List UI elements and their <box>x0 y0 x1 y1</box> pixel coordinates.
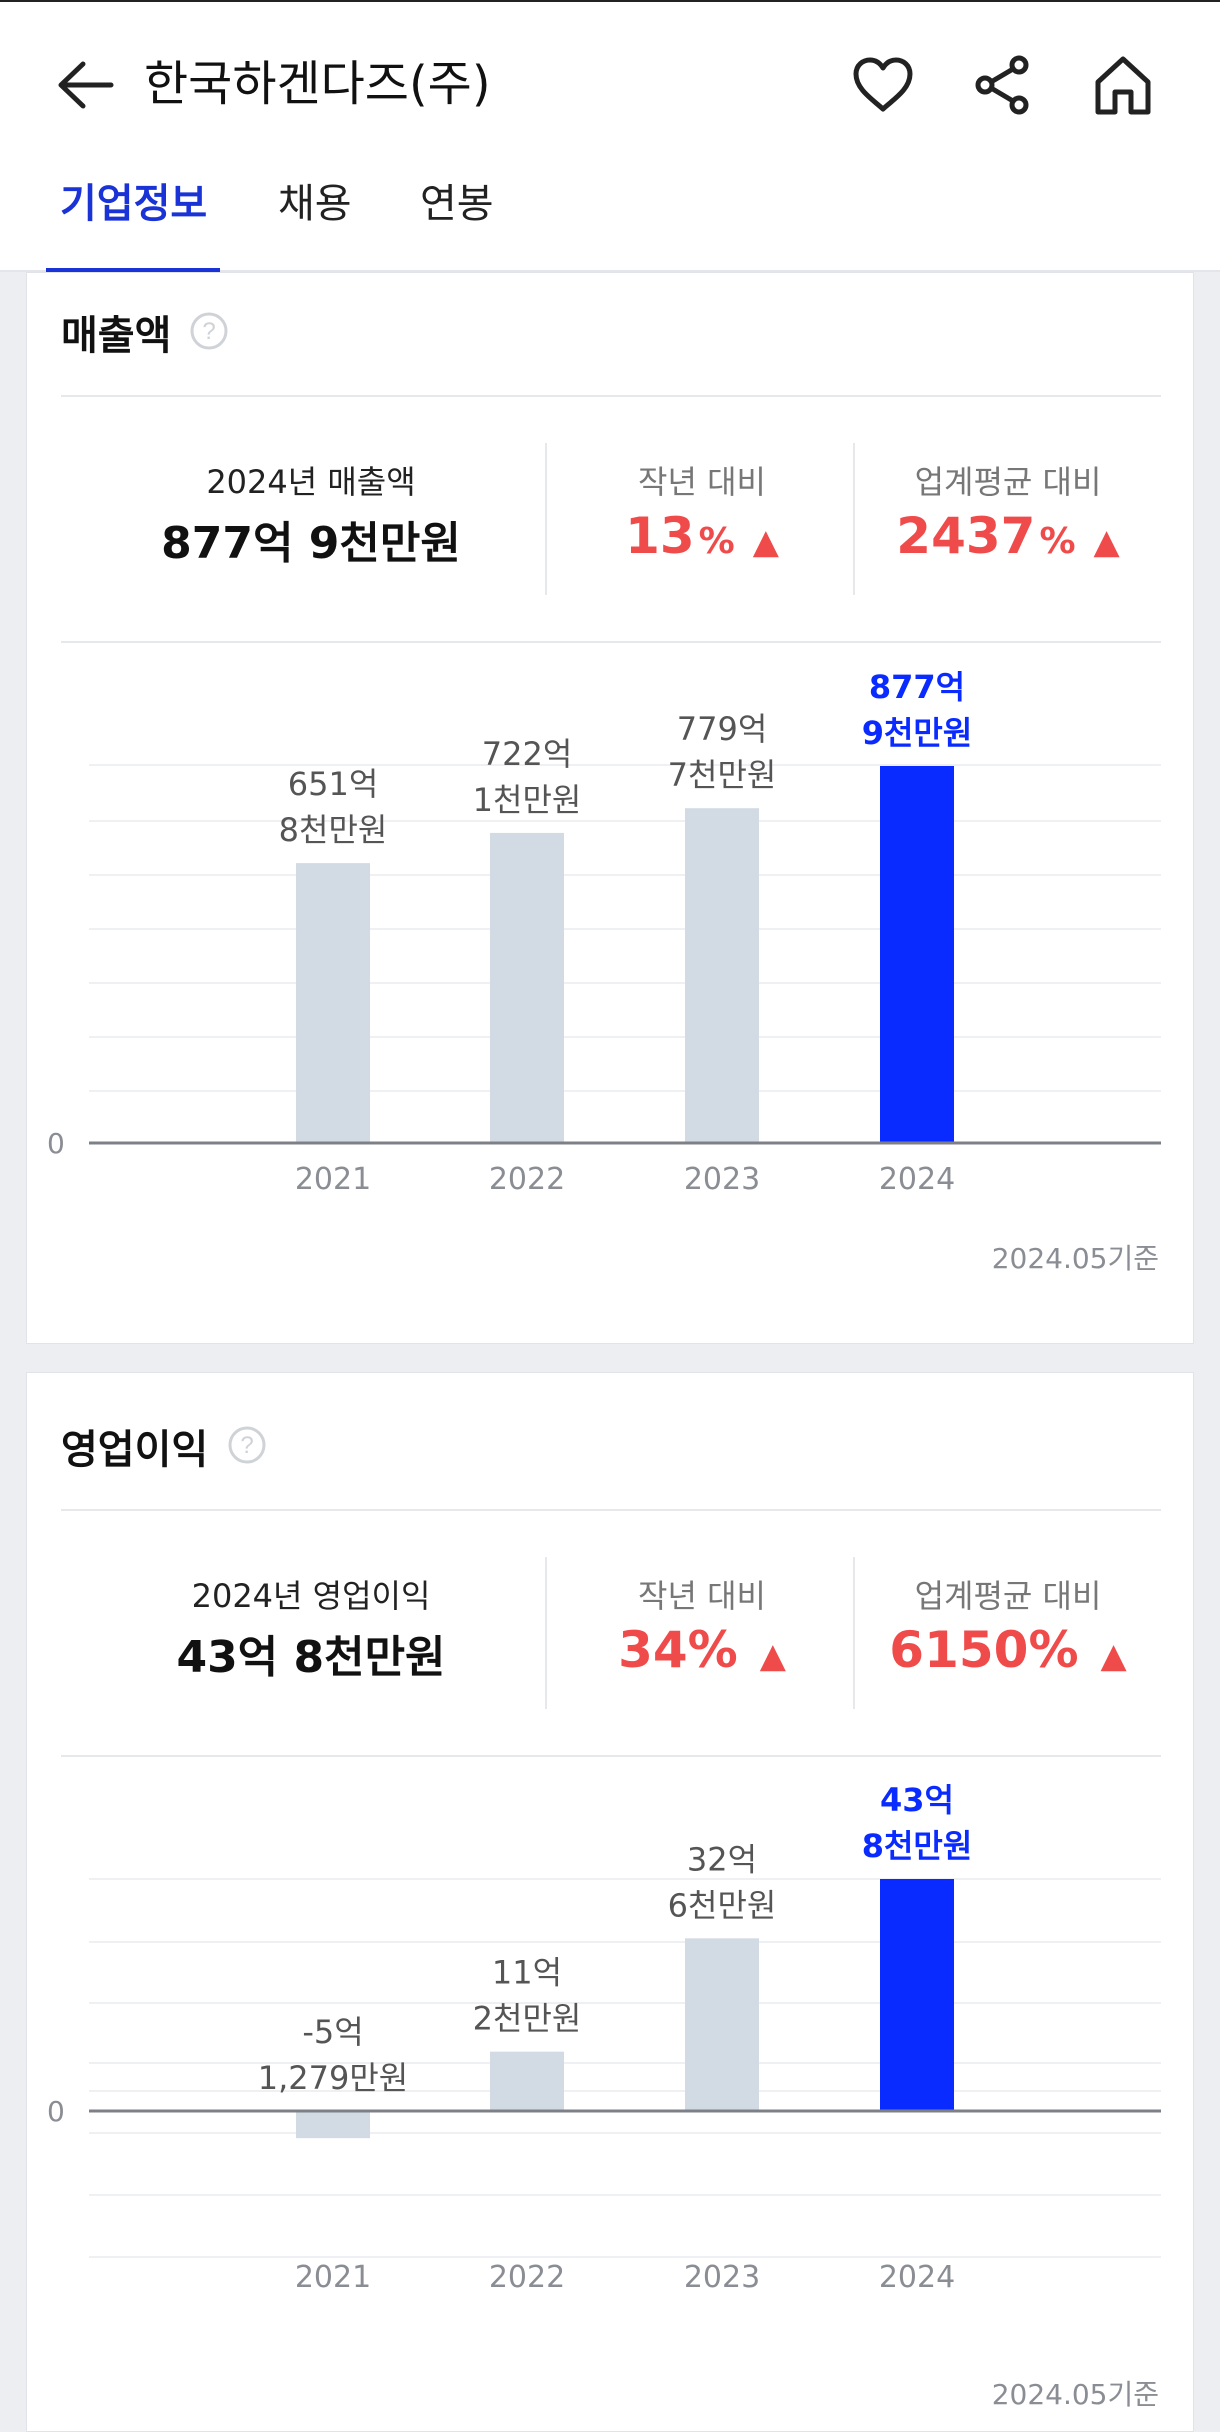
x-axis-tick-label: 2023 <box>684 1162 760 1197</box>
app-header: 한국하겐다즈(주) 기업정보 채용 연봉 <box>0 0 1220 272</box>
x-axis-tick-label: 2024 <box>879 1162 955 1197</box>
home-icon <box>1095 56 1151 115</box>
bar-value-label: 722억 <box>482 735 573 773</box>
x-axis-tick-label: 2021 <box>295 1162 371 1197</box>
page-title: 한국하겐다즈(주) <box>144 56 491 112</box>
share-button[interactable] <box>968 50 1038 120</box>
back-button[interactable] <box>50 50 120 120</box>
help-icon[interactable]: ? <box>189 311 229 351</box>
active-tab-indicator <box>46 268 220 272</box>
x-axis-tick-label: 2023 <box>684 2260 760 2295</box>
bar-2024 <box>880 1879 954 2111</box>
yoy-label: 작년 대비 <box>638 463 766 501</box>
yoy-value: 34% <box>618 1621 738 1679</box>
y-axis-zero-label: 0 <box>47 1127 65 1160</box>
divider <box>61 641 1161 643</box>
bar-2024 <box>880 766 954 1143</box>
svg-text:?: ? <box>240 1432 253 1459</box>
industry-label: 업계평균 대비 <box>914 463 1102 501</box>
bar-value-label: 7천만원 <box>668 756 777 794</box>
operating-profit-card: 영업이익 ? 2024년 영업이익 43억 8천만원 작년 대비 34% ▲ 업… <box>26 1372 1194 2432</box>
tab-salary[interactable]: 연봉 <box>420 181 494 227</box>
increase-arrow-icon: ▲ <box>1093 522 1120 562</box>
bar-value-label: 2천만원 <box>473 2000 582 2038</box>
heart-icon <box>853 57 913 112</box>
yoy-value: 13 <box>625 507 695 565</box>
bar-value-label: 1,279만원 <box>258 2059 409 2097</box>
divider <box>853 443 855 595</box>
bar-value-label: -5억 <box>302 2013 363 2051</box>
industry-value: 2437 <box>896 507 1036 565</box>
tab-company-info[interactable]: 기업정보 <box>60 181 208 227</box>
operating-stat-label: 2024년 영업이익 <box>191 1577 431 1615</box>
bar-value-label: 779억 <box>677 710 768 748</box>
x-axis-tick-label: 2021 <box>295 2260 371 2295</box>
bar-value-label: 11억 <box>492 1954 562 1992</box>
bar-2022 <box>490 2051 564 2111</box>
divider <box>61 395 1161 397</box>
bar-value-label: 6천만원 <box>668 1886 777 1924</box>
x-axis-tick-label: 2022 <box>489 1162 565 1197</box>
operating-profit-chart: -5억 1,279만원 2021 11억 2천만원 2022 32억 6천만원 2023 43억 8… <box>47 1781 1161 2295</box>
favorite-button[interactable] <box>848 50 918 120</box>
increase-arrow-icon: ▲ <box>1100 1636 1127 1676</box>
bar-2023 <box>685 1938 759 2111</box>
bar-2022 <box>490 832 564 1143</box>
divider <box>545 1557 547 1709</box>
tab-recruit[interactable]: 채용 <box>278 181 352 227</box>
data-basis-date: 2024.05기준 <box>991 2378 1159 2411</box>
bar-value-label: 877억 <box>869 668 965 706</box>
bar-2023 <box>685 808 759 1143</box>
back-arrow-icon <box>58 61 114 109</box>
divider <box>545 443 547 595</box>
yoy-change: 13 % ▲ <box>547 507 857 565</box>
operating-title: 영업이익 <box>61 1427 209 1473</box>
increase-arrow-icon: ▲ <box>759 1636 786 1676</box>
revenue-card: 매출액 ? 2024년 매출액 877억 9천만원 작년 대비 13 % ▲ 업… <box>26 272 1194 1344</box>
yoy-label: 작년 대비 <box>638 1577 766 1615</box>
x-axis-tick-label: 2024 <box>879 2260 955 2295</box>
x-axis-tick-label: 2022 <box>489 2260 565 2295</box>
help-icon[interactable]: ? <box>227 1425 267 1465</box>
divider <box>61 1755 1161 1757</box>
divider <box>61 1509 1161 1511</box>
bar-value-label: 8천만원 <box>279 811 388 849</box>
revenue-stat-value: 877억 9천만원 <box>161 518 461 569</box>
svg-text:?: ? <box>202 318 215 345</box>
home-button[interactable] <box>1088 50 1158 120</box>
revenue-chart: 651억 8천만원 2021 722억 1천만원 2022 779억 7천만원 2023 877억… <box>47 668 1161 1197</box>
yoy-change: 34% ▲ <box>547 1621 857 1679</box>
data-basis-date: 2024.05기준 <box>991 1242 1159 1275</box>
yoy-unit: % <box>698 521 735 562</box>
revenue-stat-label: 2024년 매출액 <box>206 463 416 501</box>
bar-value-label: 8천만원 <box>862 1827 973 1865</box>
bar-value-label: 1천만원 <box>473 781 582 819</box>
bar-value-label: 9천만원 <box>862 714 973 752</box>
revenue-title: 매출액 <box>61 313 172 359</box>
industry-unit: % <box>1039 521 1076 562</box>
operating-stat-value: 43억 8천만원 <box>176 1632 446 1683</box>
industry-change: 6150% ▲ <box>855 1621 1161 1679</box>
increase-arrow-icon: ▲ <box>752 522 779 562</box>
y-axis-zero-label: 0 <box>47 2095 65 2128</box>
bar-2021 <box>296 863 370 1143</box>
bar-value-label: 32억 <box>687 1840 757 1878</box>
industry-value: 6150% <box>889 1621 1079 1679</box>
industry-change: 2437 % ▲ <box>855 507 1161 565</box>
share-icon <box>975 55 1029 115</box>
industry-label: 업계평균 대비 <box>914 1577 1102 1615</box>
bar-value-label: 43억 <box>880 1781 954 1819</box>
divider <box>853 1557 855 1709</box>
bar-value-label: 651억 <box>288 765 379 803</box>
bar-2021 <box>296 2111 370 2139</box>
